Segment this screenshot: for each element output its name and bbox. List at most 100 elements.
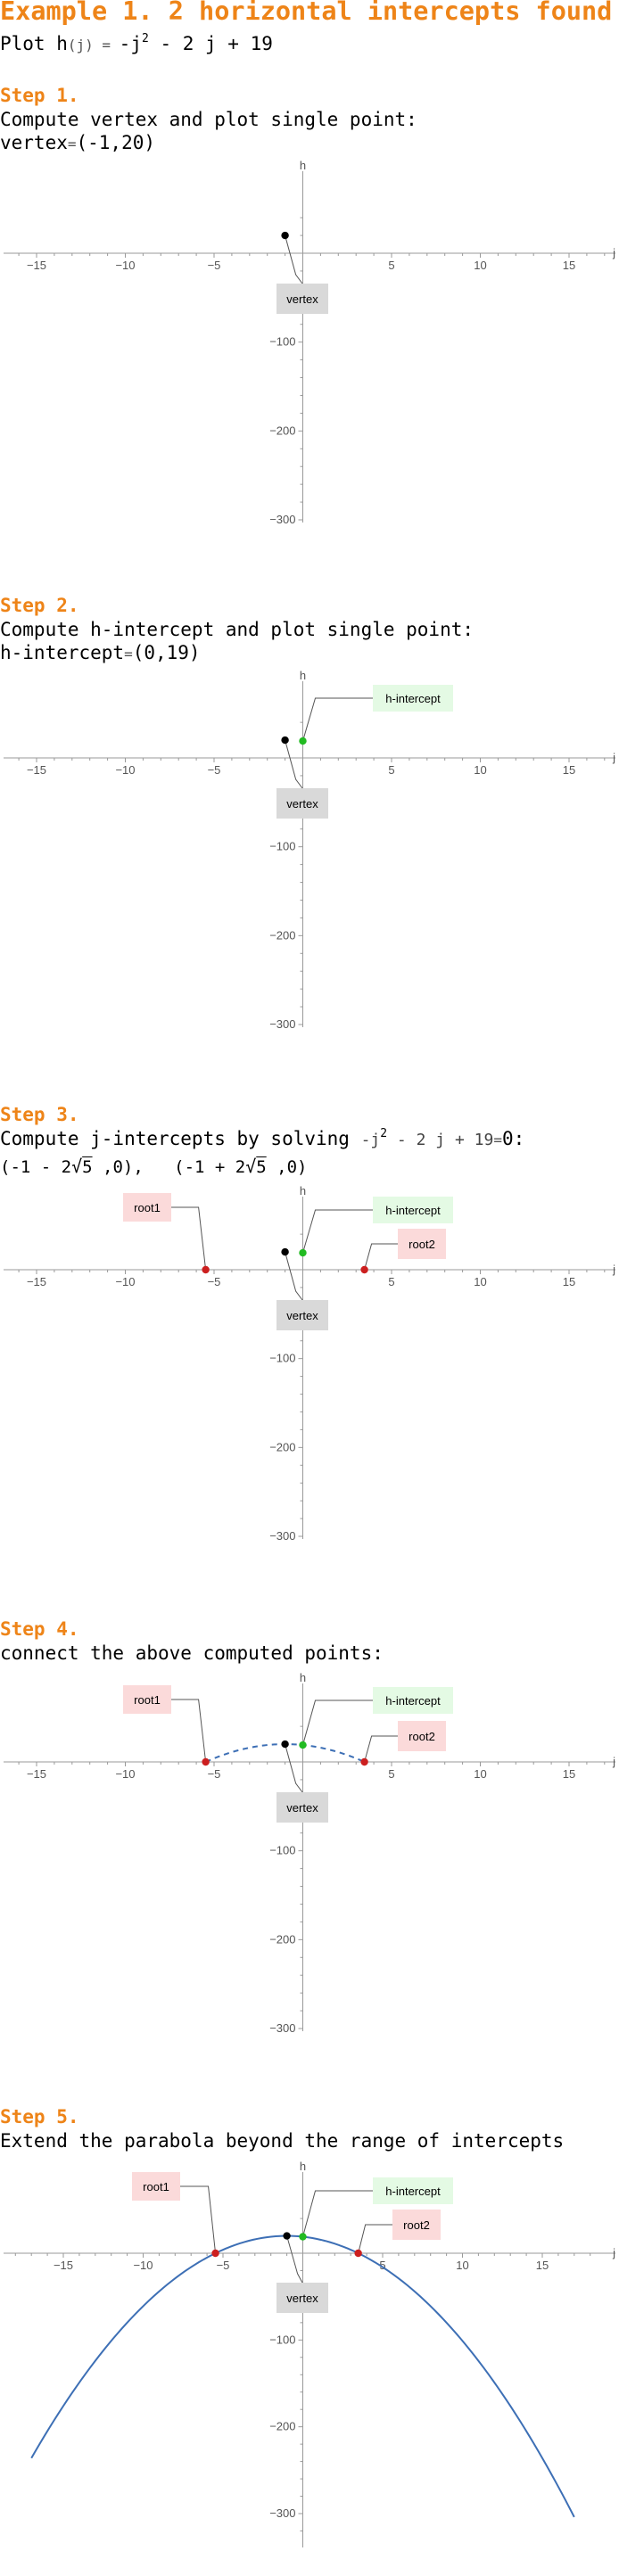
x-axis-name: j	[612, 246, 615, 259]
x-tick-label: −5	[208, 259, 221, 272]
x-tick-label: 10	[456, 2259, 468, 2272]
root2-radicand: 5	[256, 1157, 267, 1177]
vertex-label-box	[276, 284, 328, 314]
x-tick-label: −15	[27, 1767, 46, 1781]
step3-text: Compute j-intercepts by solving -j2 - 2 …	[0, 1127, 524, 1152]
root1-leader-line	[180, 2185, 217, 2254]
vertex-label-box	[276, 1300, 328, 1330]
root2-point	[360, 1265, 368, 1274]
x-tick-label: −10	[115, 1767, 135, 1781]
vertex-label: vertex	[286, 2292, 318, 2305]
hint-name: h-intercept	[0, 642, 125, 663]
x-tick-label: −10	[115, 763, 135, 777]
y-tick-label: −300	[269, 2021, 295, 2035]
root1-b: ,0)	[92, 1157, 134, 1177]
vertex-leader-line	[286, 2235, 303, 2284]
root2-leader-line	[364, 1735, 398, 1763]
hint-label: h-intercept	[385, 2185, 441, 2198]
y-tick-label: −300	[269, 1017, 295, 1031]
hint-point	[299, 1741, 307, 1749]
vertex-point	[281, 231, 289, 240]
hint-point	[299, 2233, 307, 2241]
y-tick-label: −100	[269, 1844, 295, 1857]
root2-label-box	[398, 1721, 446, 1751]
root2-label: root2	[409, 1730, 435, 1743]
root1-label-box	[132, 2172, 180, 2201]
x-tick-label: 5	[388, 763, 394, 777]
y-axis-name: h	[300, 1184, 306, 1197]
y-tick-label: −200	[269, 424, 295, 437]
x-tick-label: 15	[563, 763, 575, 777]
vertex-leader-line	[285, 1743, 303, 1793]
hint-leader-line	[302, 2190, 373, 2237]
hint-leader-line	[302, 1209, 373, 1254]
hint-label: h-intercept	[385, 1204, 441, 1217]
step3-eq-op: =	[493, 1132, 502, 1148]
page-title: Example 1. 2 horizontal intercepts found	[0, 0, 613, 26]
root1-leader-line	[171, 1699, 207, 1763]
intro-exponent: 2	[141, 32, 149, 45]
hint-op: =	[124, 646, 133, 663]
hint-label-box	[373, 685, 453, 712]
step4-heading: Step 4.	[0, 1618, 79, 1640]
x-tick-label: 15	[563, 259, 575, 272]
root2-leader-line	[364, 1243, 398, 1271]
x-tick-label: 5	[388, 1275, 394, 1288]
hint-value: (0,19)	[132, 642, 201, 663]
step3-eq-lhs2: - 2 j + 19	[387, 1131, 494, 1149]
root2-label: root2	[403, 2218, 430, 2232]
vertex-leader-line	[285, 739, 303, 789]
step5-text: Extend the parabola beyond the range of …	[0, 2130, 565, 2152]
vertex-point	[281, 736, 289, 745]
x-tick-label: −10	[115, 1275, 135, 1288]
x-tick-label: 15	[536, 2259, 549, 2272]
step1-heading: Step 1.	[0, 85, 79, 106]
intro-prefix: Plot h	[0, 33, 68, 54]
intro-arg: (j)	[67, 37, 94, 53]
step4-text: connect the above computed points:	[0, 1642, 384, 1664]
step2-text: Compute h-intercept and plot single poin…	[0, 619, 475, 640]
vertex-label: vertex	[286, 1801, 318, 1815]
intro-line: Plot h(j) = -j2 - 2 j + 19	[0, 32, 273, 57]
step5-heading: Step 5.	[0, 2106, 79, 2127]
y-axis-name: h	[300, 669, 306, 682]
x-tick-label: 10	[474, 259, 486, 272]
vertex-label: vertex	[286, 292, 318, 306]
vertex-line: vertex=(-1,20)	[0, 131, 155, 156]
sqrt-icon: √	[245, 1156, 257, 1177]
x-tick-label: 5	[388, 1767, 394, 1781]
hint-point	[299, 737, 307, 745]
vertex-point	[281, 1740, 289, 1749]
vertex-label: vertex	[286, 1309, 318, 1322]
roots-line: (-1 - 2√5 ,0), (-1 + 2√5 ,0)	[0, 1155, 307, 1179]
x-tick-label: 5	[379, 2259, 385, 2272]
x-tick-label: −5	[217, 2259, 230, 2272]
vertex-label-box	[276, 1792, 328, 1823]
x-tick-label: 15	[563, 1767, 575, 1781]
y-tick-label: −300	[269, 513, 295, 526]
x-tick-label: 10	[474, 763, 486, 777]
hint-point	[299, 1248, 307, 1257]
intro-rhs1: -j	[119, 33, 142, 54]
x-axis-name: j	[612, 751, 615, 764]
root2-point	[354, 2249, 362, 2258]
x-tick-label: −15	[27, 259, 46, 272]
root2-b: ,0)	[266, 1157, 308, 1177]
vertex-value: (-1,20)	[76, 132, 156, 153]
vertex-point	[281, 1247, 289, 1256]
step1-text: Compute vertex and plot single point:	[0, 109, 417, 130]
vertex-label-box	[276, 2283, 328, 2313]
root1-label: root1	[143, 2180, 169, 2193]
vertex-point	[283, 2232, 291, 2240]
root1-leader-line	[171, 1206, 207, 1271]
root2-a: (-1 + 2	[174, 1157, 246, 1177]
y-tick-label: −100	[269, 335, 295, 349]
root1-label: root1	[134, 1201, 161, 1214]
plot-step5: j h −15 −10 −5 5 10 15 −100 −200 −300 vertex h-inter…	[4, 2160, 615, 2547]
x-tick-label: 10	[474, 1767, 486, 1781]
plot-step1: j h −15 −10 −5 5 10 15 −100 −200 −300 vertex	[4, 159, 615, 526]
root1-radicand: 5	[82, 1157, 93, 1177]
y-tick-label: −200	[269, 1440, 295, 1453]
y-tick-label: −200	[269, 928, 295, 942]
y-axis-name: h	[300, 1671, 306, 1684]
